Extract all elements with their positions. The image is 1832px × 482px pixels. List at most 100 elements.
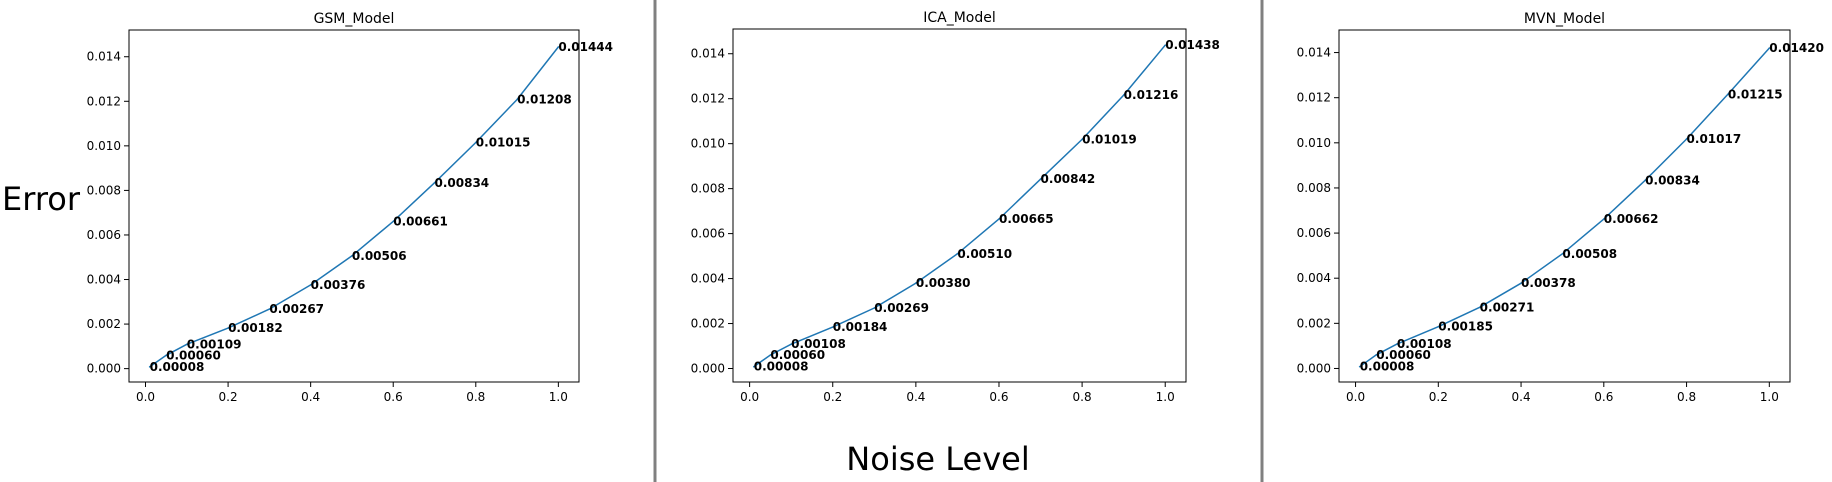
y-tick-label: 0.000 bbox=[87, 362, 121, 376]
data-point bbox=[1081, 138, 1083, 141]
x-tick-label: 0.0 bbox=[136, 390, 155, 404]
data-point bbox=[790, 343, 792, 346]
data-point bbox=[1122, 94, 1125, 96]
data-point bbox=[309, 284, 312, 286]
data-label: 0.00060 bbox=[770, 348, 825, 362]
y-tick-label: 0.006 bbox=[87, 228, 121, 242]
data-point bbox=[268, 308, 271, 310]
data-label: 0.00108 bbox=[1397, 337, 1452, 351]
y-tick-label: 0.004 bbox=[1297, 271, 1331, 285]
data-label: 0.00661 bbox=[393, 214, 448, 228]
x-tick-label: 1.0 bbox=[1760, 390, 1779, 404]
y-tick-label: 0.014 bbox=[691, 47, 725, 61]
data-point bbox=[185, 343, 188, 346]
data-label: 0.00008 bbox=[754, 360, 809, 374]
data-label: 0.00184 bbox=[833, 320, 888, 334]
y-tick-label: 0.014 bbox=[87, 50, 121, 64]
y-tick-label: 0.012 bbox=[87, 94, 121, 108]
data-point bbox=[1396, 343, 1398, 345]
data-point bbox=[516, 98, 518, 101]
data-point bbox=[1768, 47, 1771, 49]
data-point bbox=[956, 253, 959, 255]
data-label: 0.00380 bbox=[916, 276, 971, 290]
x-tick-label: 1.0 bbox=[1156, 390, 1175, 404]
data-label: 0.00506 bbox=[352, 249, 407, 263]
data-point bbox=[1375, 354, 1378, 356]
y-tick-label: 0.006 bbox=[1297, 226, 1331, 240]
data-point bbox=[392, 220, 395, 223]
x-tick-label: 0.4 bbox=[301, 390, 320, 404]
data-point bbox=[557, 46, 560, 48]
y-tick-label: 0.010 bbox=[87, 139, 121, 153]
series-line bbox=[149, 46, 559, 368]
x-tick-label: 0.8 bbox=[1677, 390, 1696, 404]
x-tick-label: 0.4 bbox=[906, 390, 925, 404]
data-label: 0.00060 bbox=[1376, 348, 1431, 362]
y-tick-label: 0.010 bbox=[691, 137, 725, 151]
series-line bbox=[753, 44, 1166, 368]
x-tick-label: 0.2 bbox=[1429, 390, 1448, 404]
y-tick-label: 0.006 bbox=[691, 227, 725, 241]
data-point bbox=[831, 326, 834, 328]
data-label: 0.00008 bbox=[1360, 360, 1415, 374]
y-tick-label: 0.002 bbox=[1297, 316, 1331, 330]
y-tick-label: 0.004 bbox=[691, 272, 725, 286]
y-tick-label: 0.002 bbox=[87, 317, 121, 331]
data-point bbox=[1644, 179, 1646, 182]
data-label: 0.01216 bbox=[1124, 88, 1179, 102]
data-label: 0.00267 bbox=[269, 302, 324, 316]
data-label: 0.00662 bbox=[1604, 212, 1659, 226]
y-tick-label: 0.012 bbox=[1297, 91, 1331, 105]
data-label: 0.01420 bbox=[1769, 41, 1824, 55]
data-point bbox=[998, 218, 1000, 220]
y-tick-label: 0.014 bbox=[1297, 46, 1331, 60]
y-tick-label: 0.004 bbox=[87, 273, 121, 287]
data-label: 0.01017 bbox=[1687, 132, 1742, 146]
data-label: 0.00842 bbox=[1041, 172, 1096, 186]
data-label: 0.00508 bbox=[1562, 247, 1617, 261]
data-label: 0.01019 bbox=[1082, 132, 1137, 146]
x-tick-label: 0.8 bbox=[466, 390, 485, 404]
plot-frame bbox=[1338, 29, 1791, 383]
data-label: 0.00834 bbox=[435, 176, 490, 190]
chart-title: ICA_Model bbox=[923, 10, 996, 26]
data-label: 0.01444 bbox=[558, 40, 613, 54]
y-tick-label: 0.008 bbox=[1297, 181, 1331, 195]
data-label: 0.00510 bbox=[957, 247, 1012, 261]
data-point bbox=[752, 365, 755, 368]
data-point bbox=[1039, 178, 1042, 180]
data-point bbox=[1603, 218, 1605, 220]
y-axis-label: Error bbox=[2, 180, 81, 218]
data-point bbox=[1437, 325, 1440, 328]
data-label: 0.00182 bbox=[228, 321, 283, 335]
data-point bbox=[915, 282, 917, 284]
data-point bbox=[873, 307, 876, 309]
x-tick-label: 0.6 bbox=[989, 390, 1008, 404]
data-point bbox=[1727, 93, 1729, 96]
x-tick-label: 0.0 bbox=[1346, 390, 1365, 404]
series-line bbox=[1359, 47, 1770, 368]
y-tick-label: 0.010 bbox=[1297, 136, 1331, 150]
data-label: 0.00378 bbox=[1521, 276, 1576, 290]
chart-panel-ica: ICA_Model 0.0 0.2 0.4 0.6 0.8 1.0 0.000 0.002 0.0… bbox=[691, 10, 1220, 404]
x-tick-label: 0.8 bbox=[1073, 390, 1092, 404]
data-point bbox=[351, 255, 353, 257]
data-label: 0.00185 bbox=[1438, 320, 1493, 334]
data-label: 0.00269 bbox=[874, 301, 929, 315]
data-point bbox=[433, 182, 436, 184]
data-label: 0.00008 bbox=[150, 360, 205, 374]
x-axis-label: Noise Level bbox=[846, 440, 1029, 478]
plot-frame bbox=[732, 28, 1187, 383]
data-point bbox=[1561, 253, 1564, 255]
data-label: 0.00271 bbox=[1480, 300, 1535, 314]
y-tick-label: 0.008 bbox=[691, 182, 725, 196]
x-tick-label: 0.6 bbox=[384, 390, 403, 404]
data-label: 0.00665 bbox=[999, 212, 1054, 226]
data-label: 0.00060 bbox=[166, 348, 221, 362]
x-tick-label: 0.0 bbox=[740, 390, 759, 404]
data-label: 0.00834 bbox=[1645, 173, 1700, 187]
data-label: 0.00109 bbox=[187, 337, 242, 351]
x-tick-label: 0.2 bbox=[823, 390, 842, 404]
data-label: 0.00376 bbox=[311, 278, 366, 292]
